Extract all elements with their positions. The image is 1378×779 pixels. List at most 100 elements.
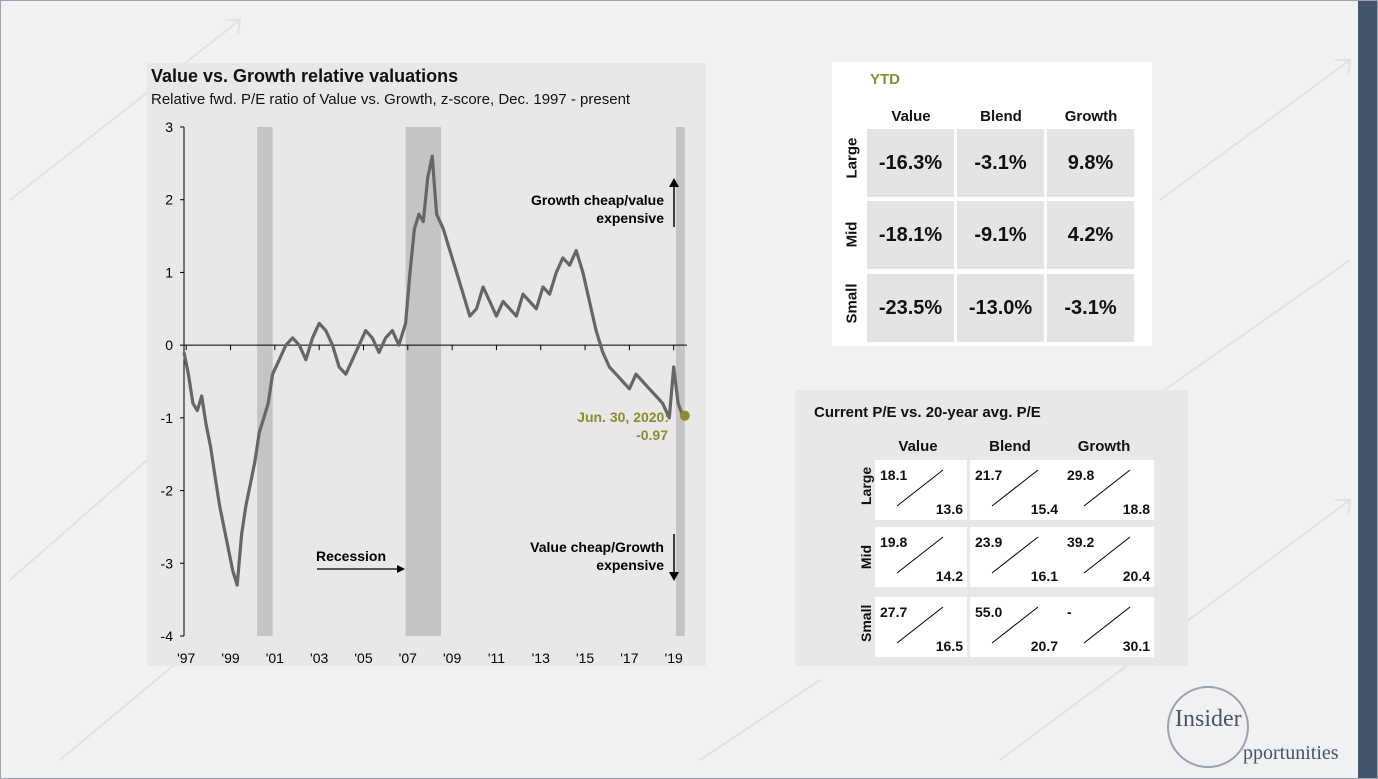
pe-column-growth: Growth xyxy=(1077,438,1131,455)
ytd-cell: -9.1% xyxy=(957,201,1044,269)
pe-column-blend: Blend xyxy=(989,438,1031,455)
x-tick-label: '11 xyxy=(488,650,505,666)
y-tick-label: 2 xyxy=(165,192,173,208)
ytd-cell: -16.3% xyxy=(867,129,954,197)
pe-current-value: 21.7 xyxy=(975,467,1003,483)
ytd-cell: -3.1% xyxy=(1047,274,1134,342)
ytd-cell: -18.1% xyxy=(867,201,954,269)
pe-average-value: 30.1 xyxy=(1122,638,1150,654)
ytd-returns-panel: YTD Value Blend Growth Large -16.3% -3.1% 9.8%… xyxy=(832,62,1152,346)
ytd-cell: 4.2% xyxy=(1047,201,1134,269)
pe-diagonal-divider xyxy=(991,536,1039,574)
pe-average-value: 15.4 xyxy=(1030,501,1058,517)
growth-cheap-label-line1: Growth cheap/value xyxy=(531,192,664,208)
pe-cell: 29.8 18.8 xyxy=(1062,460,1154,520)
pe-average-value: 20.7 xyxy=(1030,638,1058,654)
recession-arrow-head-icon xyxy=(397,565,405,573)
x-tick-label: '05 xyxy=(354,650,372,666)
down-arrow-head-icon xyxy=(669,572,679,581)
x-tick-label: '09 xyxy=(443,650,461,666)
y-tick-label: -3 xyxy=(161,555,174,571)
accent-side-bar xyxy=(1358,0,1378,779)
current-date-label: Jun. 30, 2020: xyxy=(577,409,669,425)
value-growth-series-line xyxy=(182,154,685,587)
ytd-title: YTD xyxy=(870,71,900,88)
logo-word-insider: Insider xyxy=(1175,706,1242,732)
pe-current-value: 39.2 xyxy=(1067,534,1095,550)
recession-label: Recession xyxy=(316,548,386,564)
x-tick-label: '13 xyxy=(532,650,550,666)
x-tick-label: '99 xyxy=(221,650,239,666)
pe-current-value: 18.1 xyxy=(880,467,908,483)
ytd-row-large: Large xyxy=(843,137,861,179)
pe-diagonal-divider xyxy=(1083,536,1131,574)
pe-row-large: Large xyxy=(858,466,874,505)
ytd-column-blend: Blend xyxy=(980,108,1022,125)
ytd-cell: -3.1% xyxy=(957,129,1044,197)
ytd-cell: 9.8% xyxy=(1047,129,1134,197)
chart-subtitle: Relative fwd. P/E ratio of Value vs. Gro… xyxy=(151,91,631,108)
current-value-label: -0.97 xyxy=(636,427,668,443)
pe-average-value: 13.6 xyxy=(935,501,963,517)
x-tick-label: '97 xyxy=(177,650,195,666)
pe-diagonal-divider xyxy=(1083,469,1131,507)
pe-current-value: 55.0 xyxy=(975,604,1003,620)
pe-average-value: 20.4 xyxy=(1122,568,1150,584)
x-tick-label: '15 xyxy=(576,650,594,666)
pe-cell: 18.1 13.6 xyxy=(875,460,967,520)
logo-word-opportunities: pportunities xyxy=(1243,742,1339,764)
recession-band-2 xyxy=(675,127,685,636)
ytd-row-mid: Mid xyxy=(843,221,861,248)
up-arrow-head-icon xyxy=(669,178,679,187)
pe-row-mid: Mid xyxy=(858,544,874,570)
pe-diagonal-divider xyxy=(896,469,944,507)
growth-cheap-label-line2: expensive xyxy=(596,210,664,226)
pe-column-value: Value xyxy=(898,438,938,455)
pe-current-value: - xyxy=(1067,604,1072,620)
pe-average-value: 18.8 xyxy=(1122,501,1150,517)
x-tick-label: '07 xyxy=(399,650,417,666)
insider-opportunities-logo: Insider pportunities xyxy=(1165,686,1355,771)
value-cheap-label-line1: Value cheap/Growth xyxy=(530,539,664,555)
pe-cell: 19.8 14.2 xyxy=(875,527,967,587)
pe-cell: - 30.1 xyxy=(1062,597,1154,657)
pe-cell: 23.9 16.1 xyxy=(970,527,1062,587)
x-tick-label: '17 xyxy=(620,650,638,666)
pe-diagonal-divider xyxy=(991,469,1039,507)
pe-cell: 55.0 20.7 xyxy=(970,597,1062,657)
pe-current-value: 23.9 xyxy=(975,534,1003,550)
valuation-line-chart: 3 2 1 0 -1 -2 -3 -4'97 '99 '01 '03 '05 '07 '09 '11 '13 '… xyxy=(161,119,690,666)
chart-title: Value vs. Growth relative valuations xyxy=(151,66,459,86)
pe-cell: 27.7 16.5 xyxy=(875,597,967,657)
pe-current-value: 29.8 xyxy=(1067,467,1095,483)
pe-average-value: 16.1 xyxy=(1030,568,1058,584)
y-tick-label: 3 xyxy=(165,119,173,135)
y-tick-label: -1 xyxy=(161,410,174,426)
ytd-cell: -13.0% xyxy=(957,274,1044,342)
ytd-column-value: Value xyxy=(891,108,931,125)
pe-average-value: 16.5 xyxy=(935,638,963,654)
logo-circle xyxy=(1167,686,1249,768)
y-tick-label: 0 xyxy=(165,337,173,353)
pe-title: Current P/E vs. 20-year avg. P/E xyxy=(814,404,1041,421)
y-tick-label: -4 xyxy=(161,628,174,644)
ytd-column-growth: Growth xyxy=(1064,108,1118,125)
pe-diagonal-divider xyxy=(991,606,1039,644)
recession-band-0 xyxy=(257,127,273,636)
y-tick-label: -2 xyxy=(161,483,174,499)
pe-average-value: 14.2 xyxy=(935,568,963,584)
pe-diagonal-divider xyxy=(896,606,944,644)
ytd-row-small: Small xyxy=(843,283,861,324)
pe-diagonal-divider xyxy=(896,536,944,574)
y-tick-label: 1 xyxy=(165,264,173,280)
value-cheap-label-line2: expensive xyxy=(596,557,664,573)
x-tick-label: '01 xyxy=(266,650,284,666)
pe-cell: 39.2 20.4 xyxy=(1062,527,1154,587)
current-value-point xyxy=(679,410,690,421)
pe-current-value: 19.8 xyxy=(880,534,908,550)
pe-comparison-panel: Current P/E vs. 20-year avg. P/E Value Bl… xyxy=(795,390,1188,666)
pe-row-small: Small xyxy=(858,604,874,642)
pe-cell: 21.7 15.4 xyxy=(970,460,1062,520)
pe-diagonal-divider xyxy=(1083,606,1131,644)
x-tick-label: '19 xyxy=(665,650,683,666)
